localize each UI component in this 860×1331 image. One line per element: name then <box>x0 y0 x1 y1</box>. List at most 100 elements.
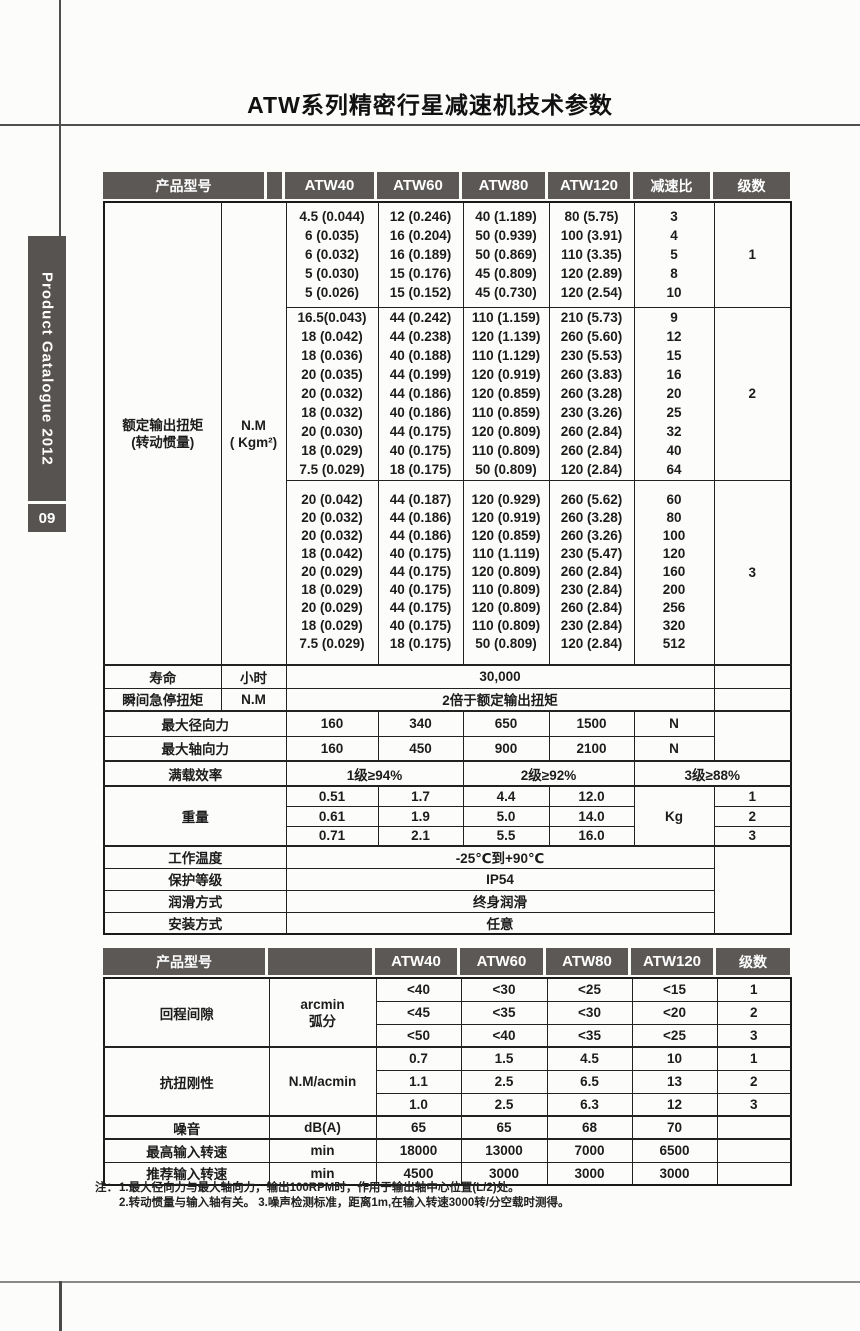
stiffness-2-atw120: 13 <box>631 1069 718 1094</box>
spec-table-main-header: 产品型号 ATW40 ATW60 ATW80 ATW120 减速比 级数 <box>103 172 790 199</box>
torque-section-1-row: 额定输出扭矩 (转动惯量) N.M ( Kgm²) 4.5 (0.044) 6 … <box>103 201 792 666</box>
weight-2-atw80: 5.0 <box>462 805 550 827</box>
max-speed-empty-cell <box>716 1138 792 1163</box>
stiffness-3-atw60: 2.5 <box>460 1092 548 1117</box>
stiffness-label: 抗扭刚性 <box>103 1046 270 1117</box>
torque-s3-atw80: 120 (0.929) 120 (0.919) 120 (0.859) 110 … <box>462 479 550 666</box>
header-atw80: ATW80 <box>462 172 548 199</box>
stiffness-2-stage: 2 <box>716 1069 792 1094</box>
torque-s3-ratios: 60 80 100 120 160 200 256 320 512 <box>633 479 715 666</box>
weight-1-stage: 1 <box>713 785 792 807</box>
backlash-label: 回程间隙 <box>103 977 270 1048</box>
lubrication-row: 润滑方式 终身润滑 <box>103 889 791 913</box>
max-speed-unit: min <box>268 1138 377 1163</box>
axial-atw60: 450 <box>377 735 464 762</box>
axial-atw120: 2100 <box>548 735 635 762</box>
header2-atw40: ATW40 <box>375 948 460 975</box>
weight-3-atw40: 0.71 <box>285 825 379 847</box>
temperature-row: 工作温度 -25℃到+90℃ <box>103 845 792 935</box>
weight-row-1: 重量 0.51 1.7 4.4 12.0 Kg 1 <box>103 785 792 847</box>
backlash-2-atw60: <35 <box>460 1000 548 1025</box>
torque-s2-ratios: 9 12 15 16 20 25 32 40 64 <box>633 306 715 481</box>
weight-2-stage: 2 <box>713 805 792 827</box>
torque-s2-atw120: 210 (5.73) 260 (5.60) 230 (5.53) 260 (3.… <box>548 306 635 481</box>
torque-s3-atw40: 20 (0.042) 20 (0.032) 20 (0.032) 18 (0.0… <box>285 479 379 666</box>
weight-1-atw40: 0.51 <box>285 785 379 807</box>
bottom-empty-cell <box>713 845 792 935</box>
noise-row: 噪音 dB(A) 65 65 68 70 <box>103 1115 792 1140</box>
estop-unit: N.M <box>220 687 287 712</box>
max-speed-atw120: 6500 <box>631 1138 718 1163</box>
rec-speed-empty-cell <box>716 1161 792 1186</box>
footnote-line-1: 1.最大径向力与最大轴向力，输出100RPM时，作用于输出轴中心位置(L/2)处… <box>119 1182 520 1194</box>
rec-input-speed-row: 推荐输入转速 min 4500 3000 3000 3000 <box>103 1161 792 1186</box>
weight-3-stage: 3 <box>713 825 792 847</box>
backlash-2-atw40: <45 <box>375 1000 462 1025</box>
footnote-label: 注： <box>95 1182 118 1194</box>
weight-1-atw120: 12.0 <box>548 785 635 807</box>
stiffness-1-atw120: 10 <box>631 1046 718 1071</box>
max-speed-atw40: 18000 <box>375 1138 462 1163</box>
torque-s2-stage: 2 <box>713 306 792 481</box>
header-ratio: 减速比 <box>633 172 713 199</box>
torque-s2-atw60: 44 (0.242) 44 (0.238) 40 (0.188) 44 (0.1… <box>377 306 464 481</box>
max-speed-atw60: 13000 <box>460 1138 548 1163</box>
efficiency-label: 满载效率 <box>103 760 287 787</box>
torque-section-3-row: 20 (0.042) 20 (0.032) 20 (0.032) 18 (0.0… <box>104 479 792 666</box>
stiffness-2-atw40: 1.1 <box>375 1069 462 1094</box>
backlash-3-atw120: <25 <box>631 1023 718 1048</box>
header2-stages: 级数 <box>716 948 790 975</box>
noise-atw80: 68 <box>546 1115 633 1140</box>
torque-section-2-row: 16.5(0.043) 18 (0.042) 18 (0.036) 20 (0.… <box>104 306 792 481</box>
mounting-row: 安装方式 任意 <box>103 911 791 935</box>
backlash-1-stage: 1 <box>716 977 792 1002</box>
max-speed-atw80: 7000 <box>546 1138 633 1163</box>
stiffness-3-stage: 3 <box>716 1092 792 1117</box>
weight-unit: Kg <box>633 785 715 847</box>
estop-empty-cell <box>713 687 792 712</box>
backlash-row-3: <50 <40 <35 <25 3 <box>104 1023 792 1048</box>
weight-3-atw80: 5.5 <box>462 825 550 847</box>
backlash-1-atw80: <25 <box>546 977 633 1002</box>
stiffness-2-atw60: 2.5 <box>460 1069 548 1094</box>
torque-s3-atw60: 44 (0.187) 44 (0.186) 44 (0.186) 40 (0.1… <box>377 479 464 666</box>
radial-unit: N <box>633 710 715 737</box>
header2-blank <box>268 948 375 975</box>
header2-atw120: ATW120 <box>631 948 716 975</box>
torque-s1-ratios: 3 4 5 8 10 <box>633 201 715 308</box>
noise-atw120: 70 <box>631 1115 718 1140</box>
estop-label: 瞬间急停扭矩 <box>103 687 222 712</box>
stiffness-2-atw80: 6.5 <box>546 1069 633 1094</box>
life-empty-cell <box>713 664 792 689</box>
stiffness-3-atw120: 12 <box>631 1092 718 1117</box>
torque-s2-atw40: 16.5(0.043) 18 (0.042) 18 (0.036) 20 (0.… <box>285 306 379 481</box>
backlash-3-atw60: <40 <box>460 1023 548 1048</box>
stiffness-unit: N.M/acmin <box>268 1046 377 1117</box>
torque-s2-atw80: 110 (1.159) 120 (1.139) 110 (1.129) 120 … <box>462 306 550 481</box>
backlash-1-atw120: <15 <box>631 977 718 1002</box>
header-product-model: 产品型号 <box>103 172 267 199</box>
torque-s1-atw120: 80 (5.75) 100 (3.91) 110 (3.35) 120 (2.8… <box>548 201 635 308</box>
radial-atw120: 1500 <box>548 710 635 737</box>
noise-unit: dB(A) <box>268 1115 377 1140</box>
frame-horizontal-line-bottom <box>0 1281 860 1283</box>
torque-unit: N.M ( Kgm²) <box>220 201 287 666</box>
radial-label: 最大径向力 <box>103 710 287 737</box>
stiffness-row-2: 1.1 2.5 6.5 13 2 <box>104 1069 792 1094</box>
stiffness-1-stage: 1 <box>716 1046 792 1071</box>
temperature-value: -25℃到+90℃ <box>285 845 715 869</box>
footnote-line-2: 2.转动惯量与输入轴有关。 3.噪声检测标准，距离1m,在输入转速3000转/分… <box>119 1197 570 1209</box>
stiffness-3-atw80: 6.3 <box>546 1092 633 1117</box>
weight-label: 重量 <box>103 785 287 847</box>
frame-vertical-line-top <box>59 0 61 237</box>
noise-atw40: 65 <box>375 1115 462 1140</box>
torque-s1-atw40: 4.5 (0.044) 6 (0.035) 6 (0.032) 5 (0.030… <box>285 201 379 308</box>
torque-s1-stage: 1 <box>713 201 792 308</box>
efficiency-row: 满载效率 1级≥94% 2级≥92% 3级≥88% <box>103 760 792 787</box>
lubrication-value: 终身润滑 <box>285 889 715 913</box>
force-empty-cell <box>713 710 792 762</box>
footnotes: 注： 1.最大径向力与最大轴向力，输出100RPM时，作用于输出轴中心位置(L/… <box>95 1181 735 1211</box>
weight-1-atw60: 1.7 <box>377 785 464 807</box>
radial-atw60: 340 <box>377 710 464 737</box>
